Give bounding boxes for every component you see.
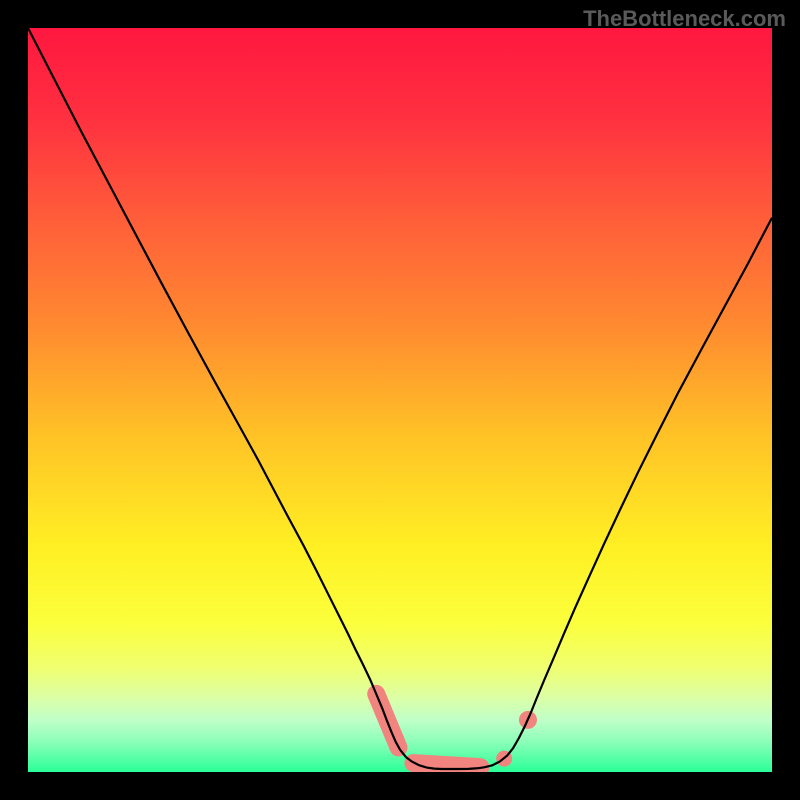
chart-frame: TheBottleneck.com (0, 0, 800, 800)
chart-svg (0, 0, 800, 800)
watermark-text: TheBottleneck.com (583, 6, 786, 32)
plot-background-gradient (28, 28, 772, 772)
